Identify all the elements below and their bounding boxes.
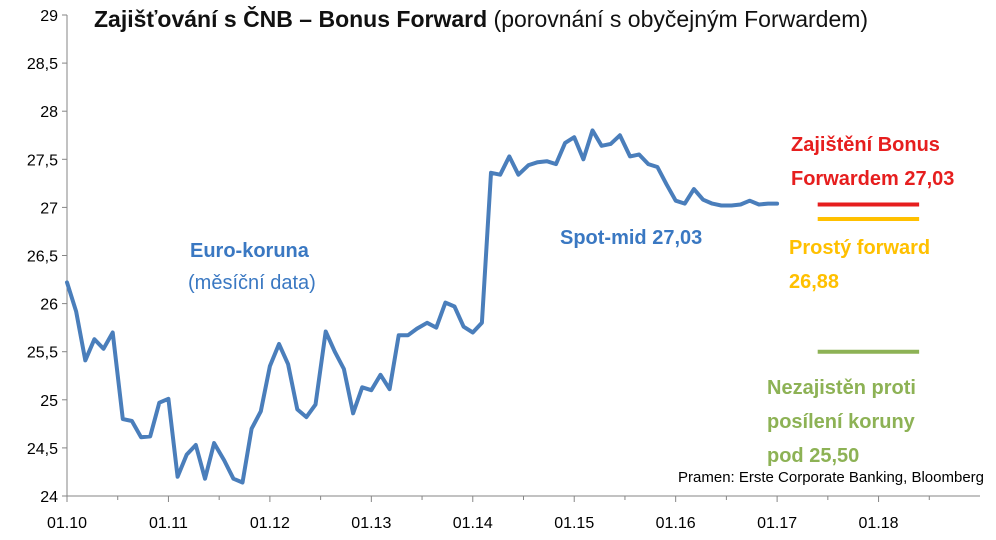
unhedged-label-line1: Nezajistěn proti <box>767 377 916 399</box>
bonus-label-line1: Zajištění Bonus <box>791 134 940 156</box>
series-sublabel: (měsíční data) <box>188 272 316 294</box>
y-tick-label: 24 <box>40 489 58 506</box>
y-tick-label: 28 <box>40 104 58 121</box>
spot-label: Spot-mid 27,03 <box>560 227 703 249</box>
x-tick-label: 01.16 <box>656 515 696 532</box>
y-tick-label: 25,5 <box>27 345 58 362</box>
simple-forward-label-line2: 26,88 <box>789 271 840 293</box>
bonus-label-line2: Forwardem 27,03 <box>791 168 955 190</box>
x-tick-label: 01.17 <box>757 515 797 532</box>
simple-forward-label-line1: Prostý forward <box>789 237 931 259</box>
y-tick-label: 27 <box>40 200 58 217</box>
x-tick-label: 01.11 <box>149 515 188 532</box>
x-tick-label: 01.15 <box>554 515 594 532</box>
x-tick-label: 01.10 <box>47 515 87 532</box>
chart-ticks: 24 24,5 25 25,5 26 26,5 27 27,5 28 28,5 29 01.10 01.… <box>27 8 930 532</box>
y-tick-label: 27,5 <box>27 152 58 169</box>
chart-title: Zajišťování s ČNB – Bonus Forward <box>94 6 488 32</box>
series-line-eur-czk <box>65 128 780 485</box>
y-tick-label: 26,5 <box>27 249 58 266</box>
series-label: Euro-koruna <box>190 240 309 262</box>
unhedged-label-line3: pod 25,50 <box>767 445 860 467</box>
reference-lines <box>817 202 920 354</box>
chart-title-block: Zajišťování s ČNB – Bonus Forward (porov… <box>94 6 868 33</box>
x-tick-label: 01.12 <box>250 515 290 532</box>
source-note: Pramen: Erste Corporate Banking, Bloombe… <box>678 469 984 486</box>
y-tick-label: 29 <box>40 8 58 25</box>
x-tick-label: 01.13 <box>351 515 391 532</box>
x-tick-label: 01.14 <box>453 515 493 532</box>
y-tick-label: 24,5 <box>27 441 58 458</box>
series-layer <box>65 128 780 485</box>
y-tick-label: 26 <box>40 297 58 314</box>
unhedged-label-line2: posílení koruny <box>767 411 915 433</box>
chart-subtitle: (porovnání s obyčejným Forwardem) <box>493 6 869 32</box>
y-tick-label: 28,5 <box>27 56 58 73</box>
x-tick-label: 01.18 <box>859 515 899 532</box>
y-tick-label: 25 <box>40 393 58 410</box>
